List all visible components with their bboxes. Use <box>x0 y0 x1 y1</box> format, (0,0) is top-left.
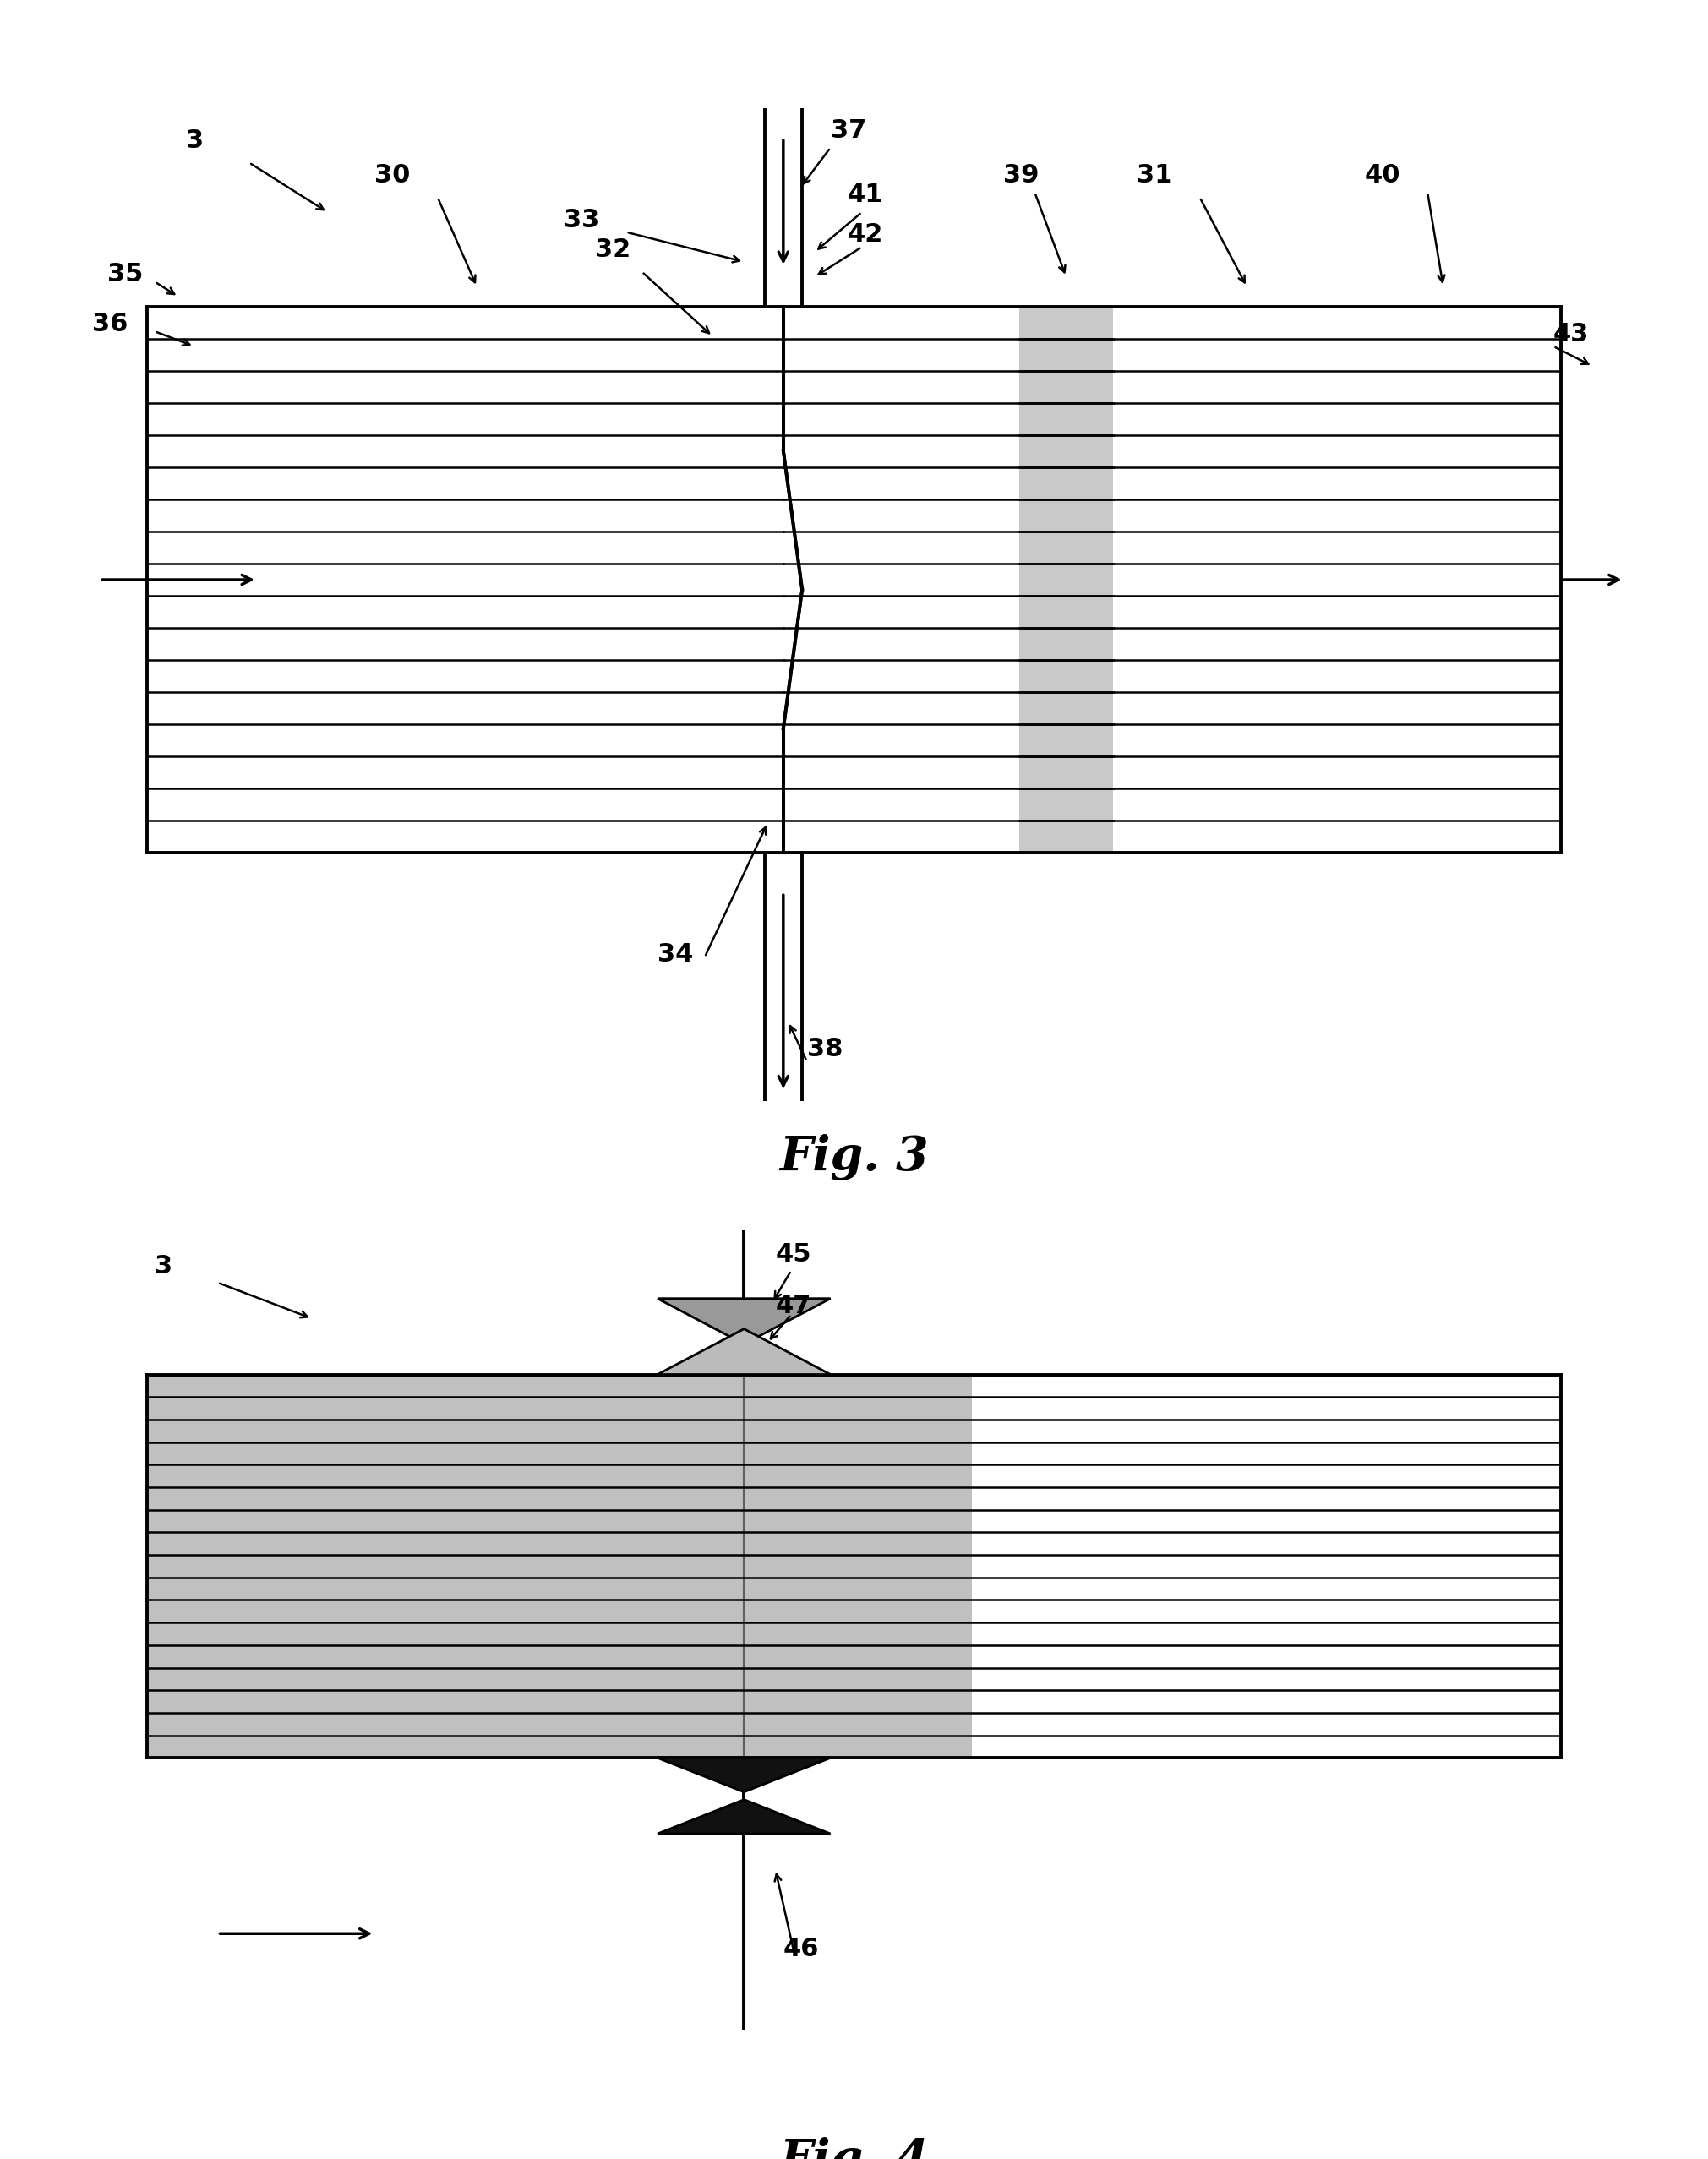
Bar <box>1020 307 1114 853</box>
Text: 34: 34 <box>658 943 693 967</box>
Polygon shape <box>658 1757 830 1792</box>
Text: 45: 45 <box>775 1241 811 1267</box>
Text: 39: 39 <box>1003 162 1038 188</box>
Text: Fig. 3: Fig. 3 <box>779 1133 929 1181</box>
Text: 40: 40 <box>1365 162 1401 188</box>
Text: 32: 32 <box>594 237 630 261</box>
Bar <box>147 1375 972 1757</box>
Text: 36: 36 <box>92 311 128 337</box>
Text: 38: 38 <box>806 1036 842 1062</box>
Text: 3: 3 <box>186 127 203 153</box>
Text: 3: 3 <box>155 1254 173 1278</box>
Text: Fig. 4: Fig. 4 <box>779 2137 929 2159</box>
Text: 30: 30 <box>374 162 410 188</box>
Text: 33: 33 <box>564 207 600 231</box>
Text: 42: 42 <box>847 222 883 246</box>
Text: 41: 41 <box>847 184 883 207</box>
Text: 37: 37 <box>830 119 866 142</box>
Polygon shape <box>658 1801 830 1833</box>
Text: 43: 43 <box>1553 322 1588 345</box>
Text: 46: 46 <box>784 1937 820 1963</box>
Polygon shape <box>658 1330 830 1375</box>
Polygon shape <box>658 1298 830 1345</box>
Text: 31: 31 <box>1138 162 1173 188</box>
Text: 35: 35 <box>108 261 143 287</box>
Text: 47: 47 <box>775 1293 811 1319</box>
